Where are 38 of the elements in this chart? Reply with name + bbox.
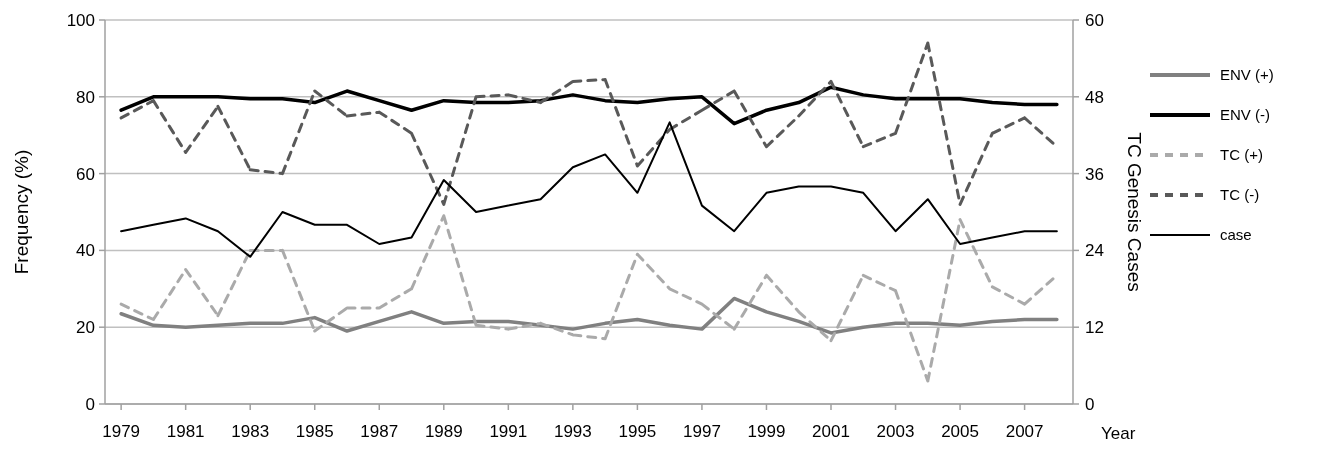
- x-tick-label: 2003: [876, 422, 915, 441]
- legend-label: TC (+): [1220, 146, 1263, 164]
- y2-tick-label: 36: [1085, 164, 1104, 184]
- x-tick-label: 2007: [1005, 422, 1044, 441]
- y2-tick-label: 60: [1085, 10, 1104, 30]
- legend-label: ENV (-): [1220, 106, 1270, 124]
- x-axis-title: Year: [1101, 424, 1136, 443]
- y2-axis-title: TC Genesis Cases: [1124, 132, 1145, 292]
- x-tick-label: 1985: [295, 422, 334, 441]
- line-series: [119, 296, 1059, 335]
- legend-label: ENV (+): [1220, 66, 1274, 84]
- x-tick-label: 1987: [360, 422, 399, 441]
- x-tick-label: 1979: [102, 422, 141, 441]
- y-tick-label: 40: [76, 241, 95, 261]
- y2-tick-label: 0: [1085, 394, 1095, 414]
- y2-tick-label: 12: [1085, 318, 1104, 338]
- x-tick-label: 1995: [618, 422, 657, 441]
- x-tick-label: 1989: [424, 422, 463, 441]
- x-tick-label: 2001: [812, 422, 850, 441]
- x-tick-label: 1991: [489, 422, 528, 441]
- y-tick-label: 60: [76, 164, 95, 184]
- legend-label: case: [1220, 226, 1252, 244]
- x-tick-label: 2005: [941, 422, 979, 441]
- y-axis-title: Frequency (%): [11, 149, 32, 275]
- y-tick-label: 80: [76, 87, 95, 107]
- y-tick-label: 20: [76, 318, 95, 338]
- x-tick-label: 1983: [231, 422, 270, 441]
- legend-label: TC (-): [1220, 186, 1260, 204]
- y-tick-label: 100: [66, 10, 95, 30]
- x-tick-label: 1997: [683, 422, 721, 441]
- line-series: [119, 85, 1059, 126]
- y-tick-label: 0: [85, 394, 95, 414]
- x-tick-label: 1999: [747, 422, 786, 441]
- x-tick-label: 1981: [166, 422, 205, 441]
- x-tick-label: 1993: [553, 422, 592, 441]
- y2-tick-label: 48: [1085, 87, 1104, 107]
- y2-tick-label: 24: [1085, 241, 1104, 261]
- line-series: [120, 121, 1058, 258]
